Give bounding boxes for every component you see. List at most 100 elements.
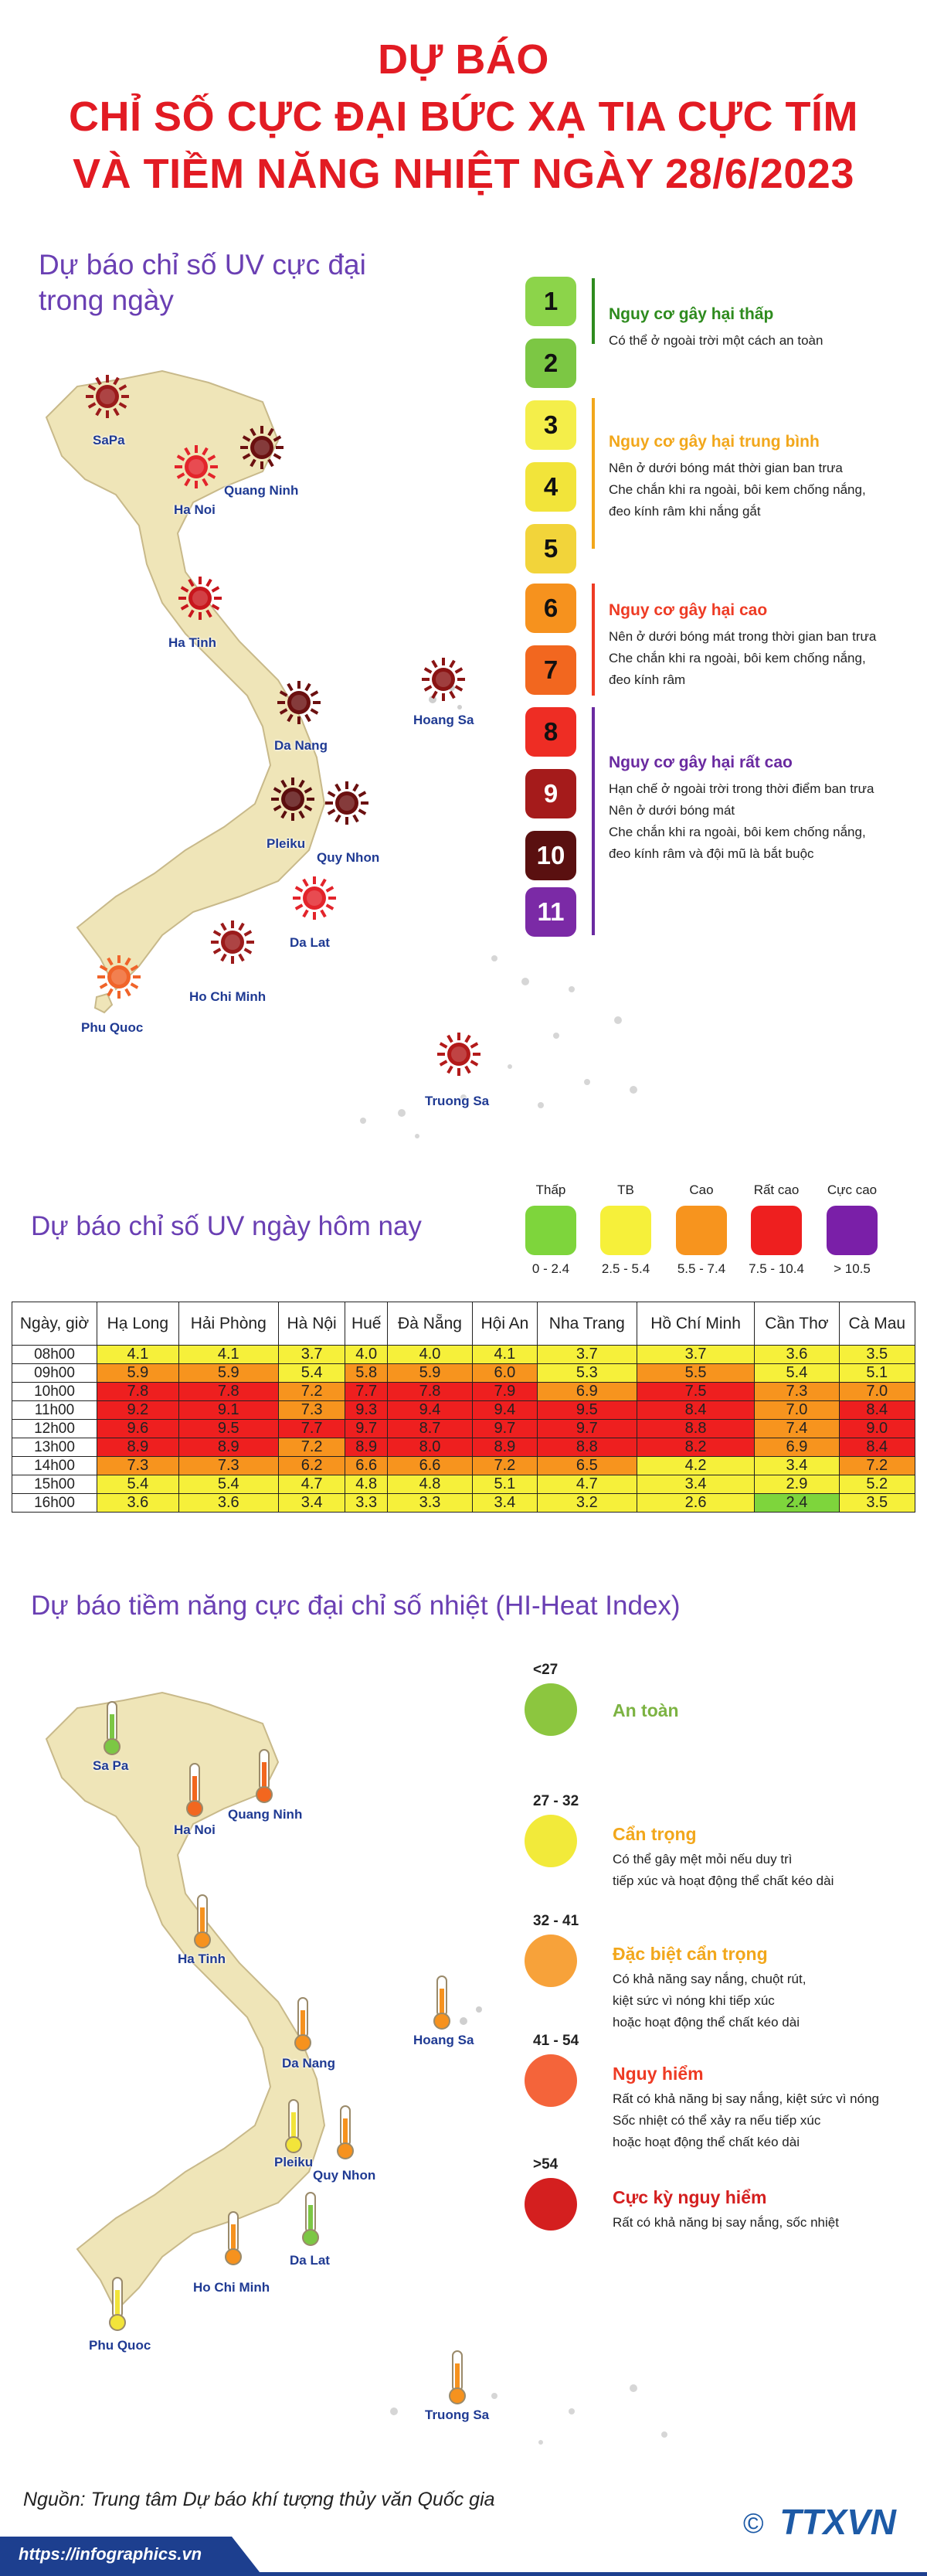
hoang-sa-sun-icon — [421, 657, 466, 702]
uv-value-cell: 3.5 — [838, 1345, 916, 1364]
uv-value-cell: 4.1 — [178, 1345, 279, 1364]
risk-desc-line: đeo kính râm và đội mũ là bắt buộc — [609, 846, 814, 861]
heat-range-label: 32 - 41 — [533, 1913, 579, 1929]
truong-sa-thermometer-icon — [448, 2350, 467, 2405]
row-time-cell: 14h00 — [12, 1456, 97, 1475]
uv-value-cell: 4.8 — [345, 1475, 388, 1494]
heat-level-desc-line: Rất có khả năng bị say nắng, sốc nhiệt — [613, 2215, 839, 2230]
uv-value-cell: 8.9 — [97, 1438, 179, 1457]
risk-divider — [592, 398, 595, 549]
title-line-3: VÀ TIỀM NĂNG NHIỆT NGÀY 28/6/2023 — [73, 151, 854, 197]
heat-level-title-can-trong: Cẩn trọng — [613, 1824, 697, 1844]
column-header: Hạ Long — [97, 1302, 179, 1346]
heat-level-title-an-toan: An toàn — [613, 1700, 679, 1720]
uv-value-cell: 6.5 — [536, 1456, 637, 1475]
uv-value-cell: 7.8 — [178, 1382, 279, 1401]
ha-tinh-thermometer-icon — [193, 1894, 212, 1949]
legend-range: 5.5 - 7.4 — [677, 1261, 726, 1276]
legend-label-cuc-cao: Cực cao — [827, 1183, 878, 1197]
uv-value-cell: 9.4 — [386, 1400, 474, 1420]
risk-divider — [592, 278, 595, 344]
risk-desc-line: Che chắn khi ra ngoài, bôi kem chống nắn… — [609, 825, 866, 839]
risk-divider — [592, 584, 595, 696]
table-row: 09h00 5.9 5.9 5.4 5.8 5.9 6.0 5.3 5.5 5.4 5.1 — [12, 1363, 916, 1383]
column-header: Hà Nội — [277, 1302, 346, 1346]
sapa-sun-icon — [85, 374, 130, 419]
uv-value-cell: 3.4 — [636, 1475, 756, 1494]
truong-sa-islands-heat — [390, 2384, 667, 2445]
uv-value-cell: 5.3 — [536, 1363, 637, 1383]
uv-level-4-box: 4 — [525, 462, 576, 512]
column-header: Hội An — [472, 1302, 538, 1346]
table-row: 12h00 9.6 9.5 7.7 9.7 8.7 9.7 9.7 8.8 7.4 9.0 — [12, 1419, 916, 1438]
row-time-cell: 08h00 — [12, 1345, 97, 1364]
risk-desc-line: Che chắn khi ra ngoài, bôi kem chống nắn… — [609, 482, 866, 497]
uv-value-cell: 5.4 — [754, 1363, 840, 1383]
row-time-cell: 11h00 — [12, 1400, 97, 1420]
risk-desc-line: Có thể ở ngoài trời một cách an toàn — [609, 333, 823, 348]
da-lat-sun-icon — [292, 876, 337, 920]
uv-value-cell: 6.6 — [345, 1456, 388, 1475]
risk-desc-line: đeo kính râm khi nắng gắt — [609, 504, 761, 519]
uv-value-cell: 9.1 — [178, 1400, 279, 1420]
uv-value-cell: 7.4 — [754, 1419, 840, 1438]
legend-swatch-cao — [676, 1206, 727, 1255]
uv-value-cell: 6.6 — [386, 1456, 474, 1475]
uv-value-cell: 7.2 — [838, 1456, 916, 1475]
footer-bar — [0, 2537, 927, 2576]
uv-value-cell: 7.0 — [838, 1382, 916, 1401]
vietnam-outline — [45, 369, 326, 991]
uv-value-cell: 8.9 — [472, 1438, 538, 1457]
uv-level-8-box: 8 — [525, 707, 576, 757]
uv-vietnam-map — [45, 369, 637, 1138]
uv-hourly-table: Ngày, giờ Hạ Long Hải Phòng Hà Nội Huế Đ… — [12, 1302, 916, 1513]
uv-level-6-box: 6 — [525, 584, 576, 633]
uv-value-cell: 3.6 — [178, 1493, 279, 1513]
uv-level-5-box: 5 — [525, 524, 576, 573]
ha-noi-sun-icon — [174, 444, 219, 489]
legend-label-tb: TB — [617, 1183, 634, 1197]
city-label-quy-nhon: Quy Nhon — [313, 2168, 376, 2183]
table-header-row: Ngày, giờ Hạ Long Hải Phòng Hà Nội Huế Đ… — [12, 1302, 916, 1346]
heat-level-desc-line: hoặc hoạt động thể chất kéo dài — [613, 2135, 800, 2149]
legend-range: 0 - 2.4 — [531, 1261, 570, 1276]
quy-nhon-sun-icon — [324, 781, 369, 825]
city-label-quang-ninh: Quang Ninh — [224, 483, 299, 498]
uv-value-cell: 4.1 — [97, 1345, 179, 1364]
heat-heading: Dự báo tiềm năng cực đại chỉ số nhiệt (H… — [31, 1591, 681, 1621]
legend-swatch-cuc-cao — [827, 1206, 878, 1255]
truong-sa-islands — [360, 955, 637, 1138]
heat-level-title-nguy-hiem: Nguy hiểm — [613, 2064, 704, 2084]
row-time-cell: 12h00 — [12, 1419, 97, 1438]
legend-label-rat-cao: Rất cao — [753, 1183, 800, 1197]
table-row: 15h00 5.4 5.4 4.7 4.8 4.8 5.1 4.7 3.4 2.9 5.2 — [12, 1475, 916, 1494]
infographics-link[interactable]: https://infographics.vn — [19, 2544, 202, 2564]
uv-value-cell: 9.7 — [345, 1419, 388, 1438]
uv-value-cell: 5.1 — [472, 1475, 538, 1494]
risk-desc-line: Hạn chế ở ngoài trời trong thời điểm ban… — [609, 781, 874, 796]
uv-value-cell: 4.7 — [277, 1475, 346, 1494]
phu-quoc-sun-icon — [97, 955, 141, 999]
uv-value-cell: 8.0 — [386, 1438, 474, 1457]
column-header: Đà Nẵng — [386, 1302, 474, 1346]
heat-level-desc-line: Sốc nhiệt có thể xảy ra nếu tiếp xúc — [613, 2113, 821, 2128]
uv-map-heading-line-2: trong ngày — [39, 284, 174, 316]
uv-value-cell: 5.2 — [838, 1475, 916, 1494]
city-label-da-nang: Da Nang — [282, 2056, 335, 2071]
uv-value-cell: 7.5 — [636, 1382, 756, 1401]
uv-value-cell: 9.7 — [472, 1419, 538, 1438]
ha-noi-thermometer-icon — [185, 1762, 204, 1818]
uv-value-cell: 7.2 — [277, 1382, 346, 1401]
legend-label-thap: Thấp — [535, 1183, 566, 1197]
title-line-1: DỰ BÁO — [378, 36, 549, 83]
risk-desc-line: Che chắn khi ra ngoài, bôi kem chống nắn… — [609, 651, 866, 665]
da-lat-thermometer-icon — [301, 2191, 320, 2247]
uv-value-cell: 8.9 — [178, 1438, 279, 1457]
uv-value-cell: 6.9 — [754, 1438, 840, 1457]
table-corner-header: Ngày, giờ — [12, 1302, 97, 1346]
city-label-sa-pa: Sa Pa — [93, 1758, 129, 1773]
uv-level-10-box: 10 — [525, 831, 576, 880]
heat-level-circle — [525, 1935, 577, 1987]
column-header: Huế — [345, 1302, 388, 1346]
heat-range-label: 41 - 54 — [533, 2033, 579, 2049]
